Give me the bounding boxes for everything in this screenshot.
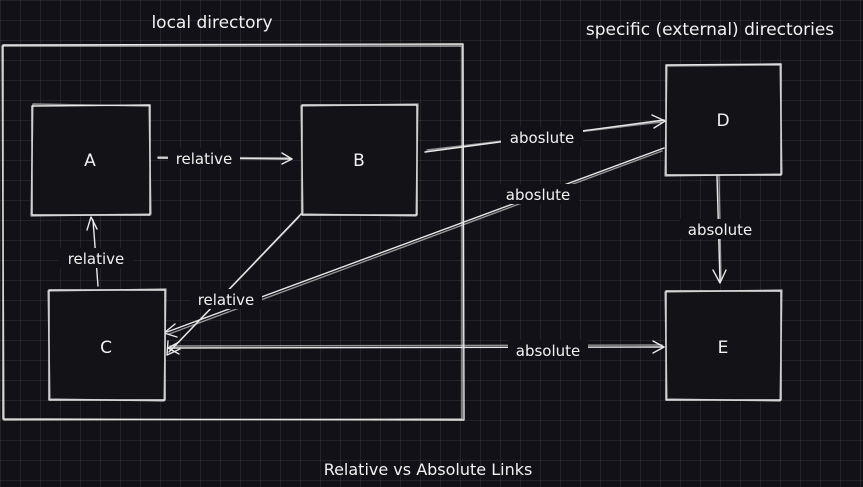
edge-b-to-d: aboslute [424, 114, 666, 153]
node-c: C [47, 288, 167, 402]
diagram-title: Relative vs Absolute Links [324, 460, 533, 479]
edge-label-b-to-d: aboslute [510, 129, 575, 147]
node-label-c: C [100, 338, 112, 358]
node-a: A [30, 103, 152, 217]
node-e: E [664, 289, 783, 402]
edge-a-to-b: relative [157, 148, 293, 168]
edge-c-to-a: relative [58, 216, 134, 287]
group-label-external: specific (external) directories [586, 20, 834, 40]
local-directory-container [1, 43, 465, 421]
edge-label-d-to-c: aboslute [506, 186, 571, 204]
edge-d-to-e: absolute [680, 175, 760, 284]
group-label-local: local directory [151, 13, 272, 33]
node-label-e: E [718, 338, 729, 358]
edge-label-c-to-e: absolute [516, 342, 581, 360]
node-label-b: B [353, 151, 365, 171]
node-d: D [664, 63, 783, 177]
node-b: B [300, 103, 419, 217]
edge-label-b-to-c-group: relative [190, 289, 262, 309]
node-label-d: D [716, 111, 729, 131]
edge-b-to-c [166, 213, 302, 356]
edge-c-to-e: absolute [167, 340, 665, 360]
edge-label-d-to-e: absolute [688, 221, 753, 239]
edge-label-c-to-a: relative [68, 250, 125, 268]
node-label-a: A [84, 151, 96, 171]
edge-label-b-to-c: relative [198, 291, 255, 309]
edge-label-a-to-b: relative [176, 150, 233, 168]
